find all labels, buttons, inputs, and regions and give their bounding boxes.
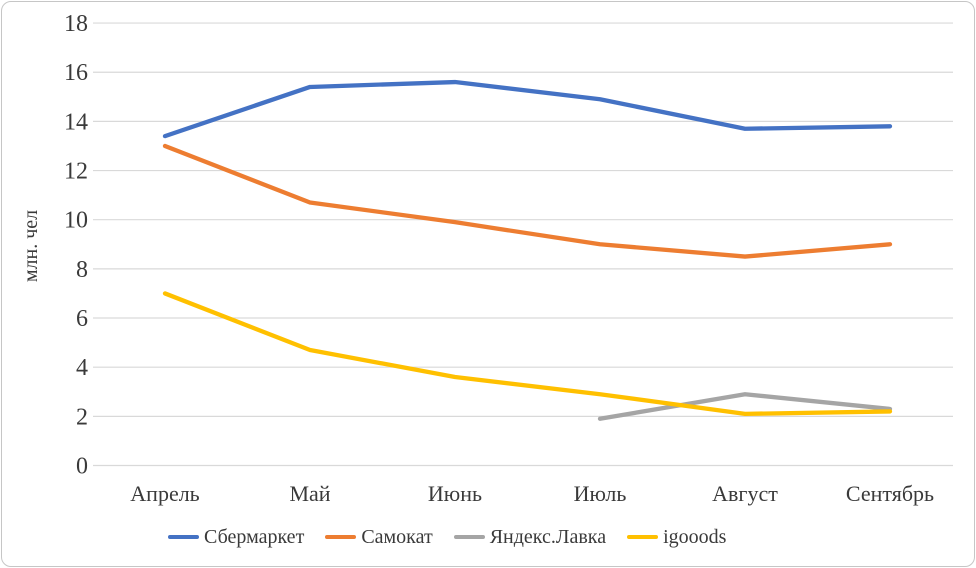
x-label-3: Июнь: [428, 481, 482, 506]
y-tick-label-14: 14: [64, 109, 88, 135]
x-label-4: Июль: [574, 481, 627, 506]
legend-line-swatch: [168, 534, 199, 540]
y-tick-label-10: 10: [64, 208, 88, 234]
y-axis-tick-labels: 0 2 4 6 8 10 12 14 16 18: [64, 11, 88, 479]
legend-line-swatch: [627, 534, 659, 540]
legend-item-1: Сбермаркет: [168, 527, 304, 547]
x-label-6: Сентябрь: [846, 481, 934, 506]
chart-legend: Сбермаркет Самокат Яндекс.Лавка igooods: [168, 523, 726, 551]
series-line-4: [162, 291, 893, 417]
y-axis-title: млн. чел: [20, 210, 42, 282]
legend-item-3: Яндекс.Лавка: [453, 526, 607, 548]
legend-label: Яндекс.Лавка: [489, 526, 607, 548]
legend-line-swatch: [325, 534, 357, 540]
y-tick-label-0: 0: [76, 454, 88, 480]
y-tick-label-6: 6: [76, 306, 88, 332]
line-chart: 0 2 4 6 8 10 12 14 16 18 Апрель Май Июнь Июль Август С…: [20, 11, 953, 506]
y-tick-label-2: 2: [76, 404, 88, 430]
y-tick-label-12: 12: [64, 159, 88, 185]
series-lines: [162, 79, 893, 421]
x-label-1: Апрель: [130, 481, 199, 506]
legend-item-2: Самокат: [325, 526, 433, 548]
x-axis-labels: Апрель Май Июнь Июль Август Сентябрь: [130, 481, 934, 506]
series-line-2: [162, 143, 893, 259]
series-line-3: [597, 392, 893, 421]
gridlines: [93, 22, 953, 467]
y-tick-label-4: 4: [76, 355, 88, 381]
legend-line-swatch: [453, 534, 485, 540]
x-label-2: Май: [289, 481, 330, 506]
legend-label: Сбермаркет: [204, 526, 305, 548]
series-line-1: [162, 79, 893, 139]
y-tick-label-18: 18: [64, 11, 88, 37]
legend-label: igooods: [663, 526, 727, 548]
legend-item-4: igooods: [627, 527, 726, 547]
x-label-5: Август: [712, 481, 778, 506]
y-tick-label-16: 16: [64, 60, 88, 86]
y-tick-label-8: 8: [76, 257, 88, 283]
legend-label: Самокат: [361, 526, 433, 548]
